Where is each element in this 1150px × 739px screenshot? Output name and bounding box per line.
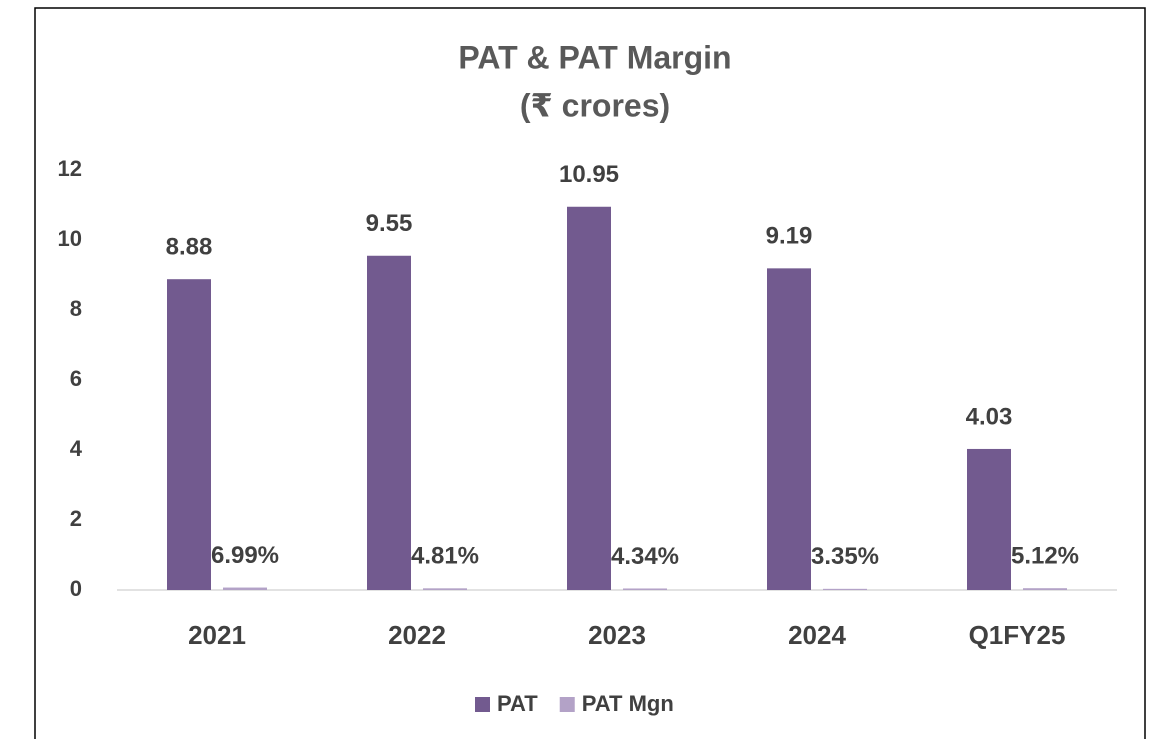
bar: [967, 448, 1011, 590]
y-tick-label: 6: [70, 366, 82, 391]
chart-subtitle: (₹ crores): [520, 87, 670, 123]
data-label: 8.88: [166, 234, 213, 261]
y-tick-label: 10: [58, 226, 82, 251]
data-label: 3.35%: [811, 543, 879, 570]
y-tick-label: 2: [70, 506, 82, 531]
legend-label: PAT: [497, 691, 538, 716]
data-label: 4.03: [966, 403, 1013, 430]
data-label: 9.55: [366, 210, 413, 237]
x-tick-label: 2023: [588, 620, 646, 650]
bar: [167, 279, 211, 590]
x-tick-label: 2024: [788, 620, 846, 650]
bar: [567, 206, 611, 590]
bar: [623, 588, 667, 590]
bar: [1023, 588, 1067, 590]
bar: [823, 588, 867, 590]
y-tick-label: 0: [70, 576, 82, 601]
y-tick-label: 4: [70, 436, 83, 461]
data-label: 4.81%: [411, 543, 479, 570]
data-label: 6.99%: [211, 542, 279, 569]
data-label: 10.95: [559, 161, 619, 188]
x-tick-label: 2021: [188, 620, 246, 650]
legend-label: PAT Mgn: [582, 691, 674, 716]
x-tick-label: 2022: [388, 620, 446, 650]
bar: [767, 268, 811, 590]
chart-title: PAT & PAT Margin: [458, 39, 731, 75]
data-label: 9.19: [766, 223, 813, 250]
legend-swatch: [475, 697, 490, 712]
y-tick-label: 8: [70, 296, 82, 321]
legend-swatch: [559, 697, 575, 712]
bar: [223, 587, 267, 590]
bar: [423, 588, 467, 590]
bar: [367, 255, 411, 590]
data-label: 4.34%: [611, 543, 679, 570]
x-tick-label: Q1FY25: [969, 620, 1066, 650]
y-tick-label: 12: [58, 156, 82, 181]
data-label: 5.12%: [1011, 543, 1079, 570]
